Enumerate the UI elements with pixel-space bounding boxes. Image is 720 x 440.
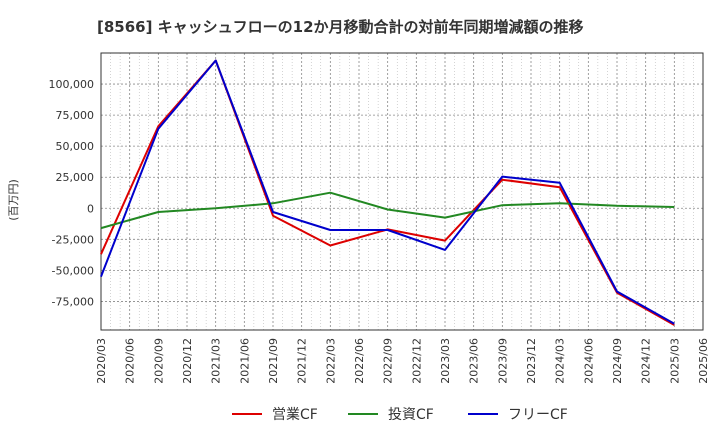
x-tick-label: 2025/06 xyxy=(697,338,710,384)
x-tick-label: 2020/12 xyxy=(181,338,194,384)
x-tick-label: 2022/09 xyxy=(382,338,395,384)
x-tick-label: 2025/03 xyxy=(668,338,681,384)
x-tick-label: 2022/06 xyxy=(353,338,366,384)
x-tick-label: 2021/09 xyxy=(267,338,280,384)
x-tick-label: 2021/03 xyxy=(210,338,223,384)
plot-area xyxy=(100,52,704,331)
y-axis: 100,000 75,000 50,000 25,000 0 -25,000 -50,000… xyxy=(49,78,95,308)
y-axis-label: (百万円) xyxy=(7,179,20,221)
x-tick-label: 2020/03 xyxy=(95,338,108,384)
x-tick-label: 2023/09 xyxy=(496,338,509,384)
x-tick-label: 2024/06 xyxy=(582,338,595,384)
grid xyxy=(100,53,704,330)
legend-label-1: 営業CF xyxy=(272,407,318,423)
x-tick-label: 2023/03 xyxy=(439,338,452,384)
x-tick-label: 2020/06 xyxy=(124,338,137,384)
legend-label-2: 投資CF xyxy=(388,407,434,423)
series-line-2 xyxy=(100,191,675,230)
legend-label-3: フリーCF xyxy=(508,407,568,423)
x-axis: 2020/03 2020/06 2020/09 2020/12 2021/03 2021/… xyxy=(95,338,710,384)
y-tick-label: 0 xyxy=(87,202,94,215)
x-tick-label: 2021/06 xyxy=(238,338,251,384)
x-tick-label: 2021/12 xyxy=(296,338,309,384)
series-line-3 xyxy=(100,59,675,325)
series-group xyxy=(100,59,675,326)
x-tick-label: 2020/09 xyxy=(152,338,165,384)
y-tick-label: -75,000 xyxy=(52,295,94,308)
y-tick-label: -25,000 xyxy=(52,233,94,246)
y-tick-label: 25,000 xyxy=(56,171,95,184)
legend: 営業CF 投資CF フリーCF xyxy=(232,407,568,423)
y-tick-label: 75,000 xyxy=(56,109,95,122)
y-tick-label: 100,000 xyxy=(49,78,95,91)
x-tick-label: 2024/12 xyxy=(640,338,653,384)
y-tick-label: -50,000 xyxy=(52,264,94,277)
x-tick-label: 2023/06 xyxy=(468,338,481,384)
x-tick-label: 2023/12 xyxy=(525,338,538,384)
y-tick-label: 50,000 xyxy=(56,140,95,153)
x-tick-label: 2024/03 xyxy=(554,338,567,384)
x-tick-label: 2022/12 xyxy=(410,338,423,384)
x-tick-label: 2024/09 xyxy=(611,338,624,384)
chart-title: [8566] キャッシュフローの12か月移動合計の対前年同期増減額の推移 xyxy=(97,18,584,36)
x-tick-label: 2022/03 xyxy=(324,338,337,384)
